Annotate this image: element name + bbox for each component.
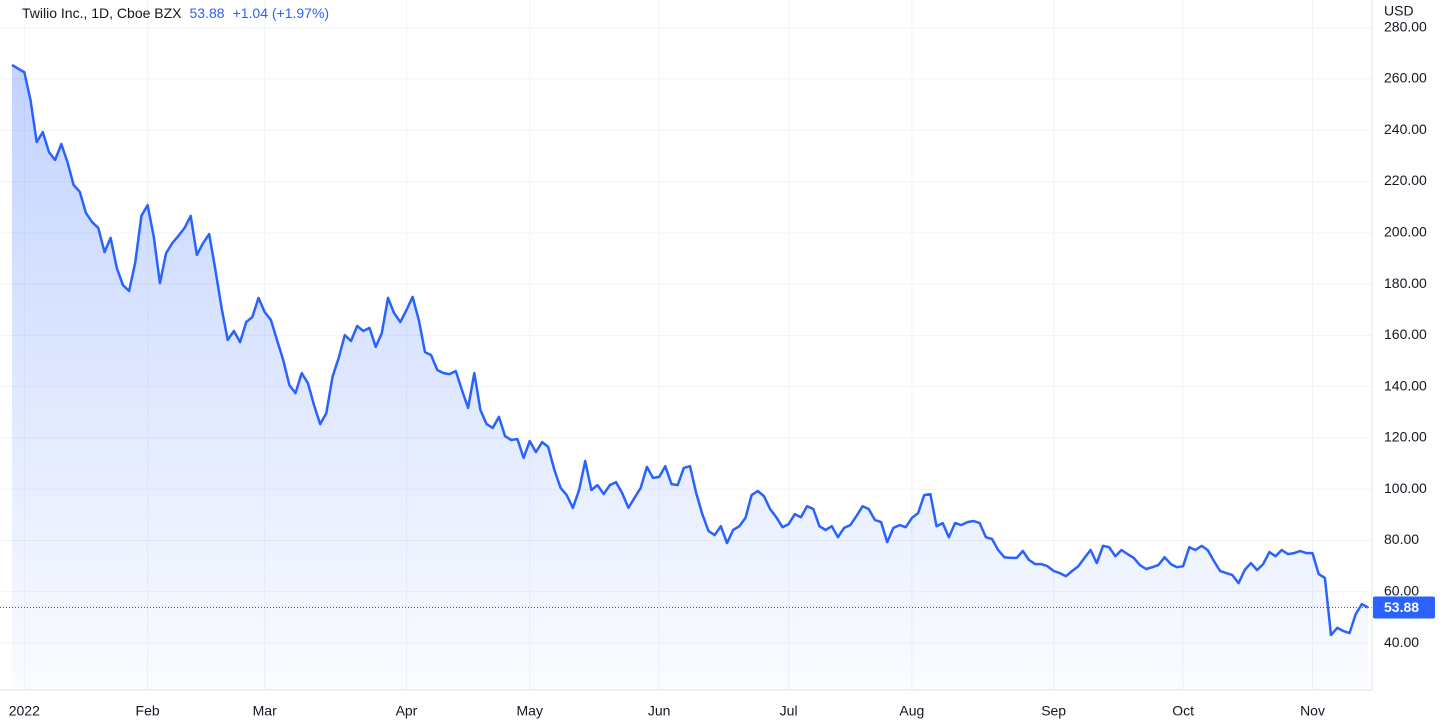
y-tick-label: 260.00: [1384, 70, 1427, 86]
change: +1.04 (+1.97%): [233, 5, 330, 21]
header-symbol: Twilio Inc., 1D, Cboe BZX 53.88 +1.04 (+1.…: [22, 5, 329, 21]
x-tick-label: Apr: [396, 703, 418, 719]
y-tick-label: 100.00: [1384, 480, 1427, 496]
last-price-badge: [1373, 596, 1435, 619]
plot: [0, 63, 1372, 690]
y-tick-label: 200.00: [1384, 224, 1427, 240]
y-tick-label: 160.00: [1384, 326, 1427, 342]
x-tick-label: Jul: [780, 703, 798, 719]
y-tick-label: 40.00: [1384, 634, 1419, 650]
x-tick-label: 2022: [9, 703, 40, 719]
symbol: Twilio Inc., 1D, Cboe BZX: [22, 5, 182, 21]
price-line: [11, 63, 1369, 637]
axes: 40.00 60.00 80.00 100.00 120.00 140.00 160.00 1…: [9, 18, 1435, 719]
last-price: 53.88: [190, 5, 225, 21]
x-tick-label: Nov: [1300, 703, 1325, 719]
x-tick-label: Aug: [899, 703, 924, 719]
y-tick-label: 220.00: [1384, 172, 1427, 188]
x-tick-label: Jun: [648, 703, 671, 719]
y-tick-label: 140.00: [1384, 377, 1427, 393]
x-tick-label: Mar: [253, 703, 277, 719]
y-tick-label: 280.00: [1384, 18, 1427, 34]
x-tick-label: Sep: [1041, 703, 1066, 719]
area: [12, 64, 1368, 690]
x-tick-label: May: [517, 703, 543, 719]
y-tick-label: 120.00: [1384, 429, 1427, 445]
currency: USD: [1384, 3, 1414, 19]
y-tick-label: 180.00: [1384, 275, 1427, 291]
y-tick-label: 60.00: [1384, 582, 1419, 598]
x-tick-label: Feb: [136, 703, 160, 719]
y-tick-label: 240.00: [1384, 121, 1427, 137]
last-price-label: 53.88: [1384, 599, 1419, 615]
x-tick-label: Oct: [1172, 703, 1194, 719]
y-tick-label: 80.00: [1384, 531, 1419, 547]
